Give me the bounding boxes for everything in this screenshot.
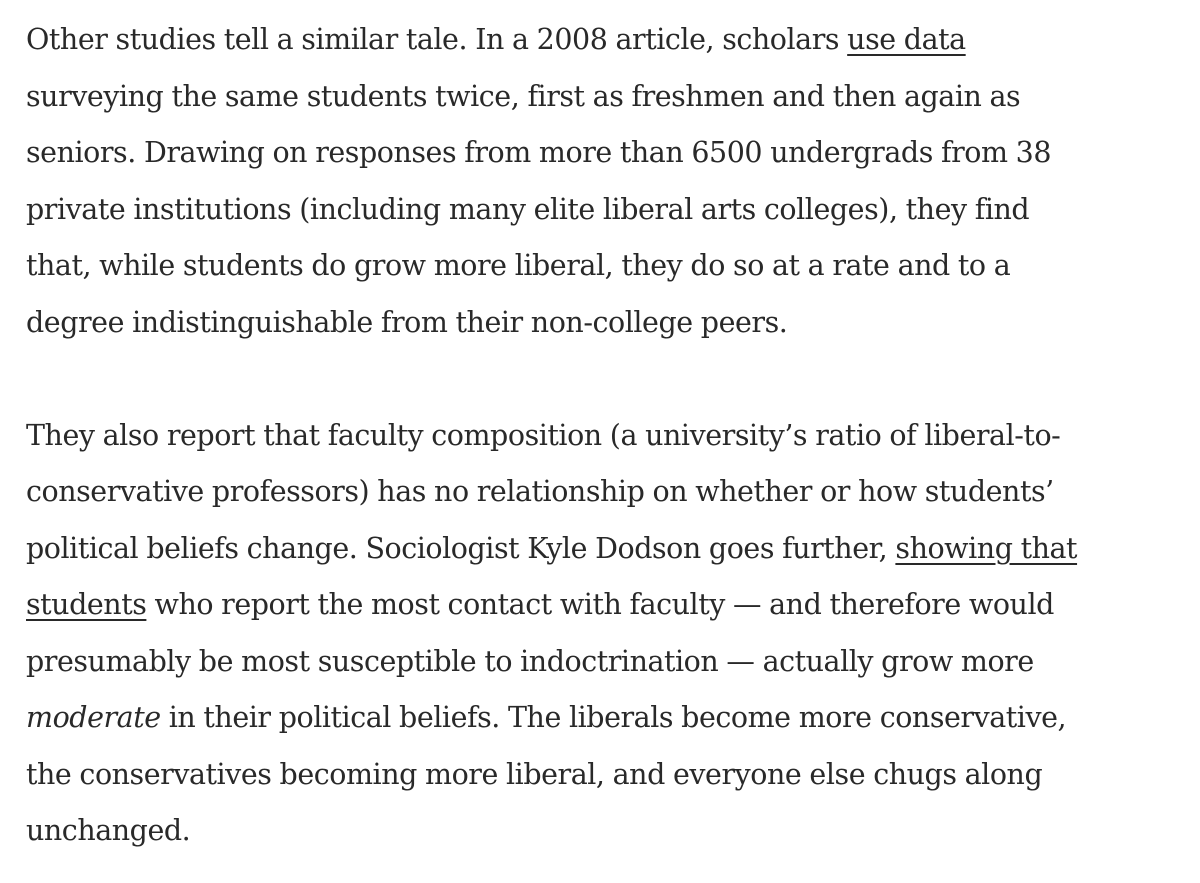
article-body: Other studies tell a similar tale. In a … (26, 12, 1186, 860)
text-line: Other studies tell a similar tale. In a … (26, 12, 1186, 69)
showing-that-students-link[interactable]: students (26, 588, 147, 621)
showing-that-students-link[interactable]: showing that (895, 531, 1078, 565)
text-line: surveying the same students twice, first… (26, 79, 1021, 113)
text-line: They also report that faculty compositio… (26, 418, 1061, 452)
text-line: political beliefs change. Sociologist Ky… (26, 521, 1186, 578)
use-data-link[interactable]: use data (847, 23, 966, 56)
text-segment: who report the most contact with faculty… (146, 588, 1054, 621)
text-line: unchanged. (26, 814, 191, 847)
text-line: students who report the most contact wit… (26, 577, 1186, 634)
text-segment: in their political beliefs. The liberals… (160, 701, 1067, 734)
text-segment: political beliefs change. Sociologist Ky… (26, 531, 896, 565)
text-line: conservative professors) has no relation… (26, 475, 1054, 508)
text-segment: Other studies tell a similar tale. In a … (26, 23, 848, 56)
text-line: seniors. Drawing on responses from more … (26, 136, 1052, 169)
text-line: that, while students do grow more libera… (26, 249, 1011, 282)
text-line: private institutions (including many eli… (26, 192, 1030, 226)
emphasized-word: moderate (26, 701, 161, 734)
text-line: the conservatives becoming more liberal,… (26, 757, 1043, 791)
text-line: presumably be most susceptible to indoct… (26, 644, 1034, 678)
paragraph: They also report that faculty compositio… (26, 408, 1186, 860)
text-line: degree indistinguishable from their non-… (26, 305, 788, 339)
paragraph: Other studies tell a similar tale. In a … (26, 12, 1186, 351)
text-line: moderate in their political beliefs. The… (26, 690, 1186, 747)
